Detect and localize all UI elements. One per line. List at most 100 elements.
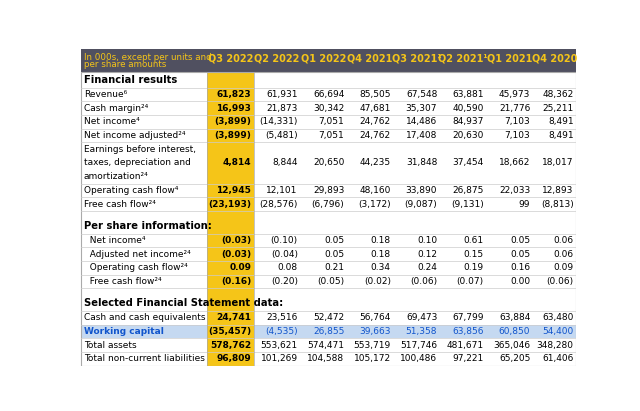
Text: 101,269: 101,269 [260, 354, 298, 363]
Text: 20,630: 20,630 [452, 131, 484, 140]
Text: 16,993: 16,993 [216, 104, 252, 113]
Text: 33,890: 33,890 [406, 186, 437, 195]
Text: 44,235: 44,235 [360, 159, 391, 168]
Text: 26,855: 26,855 [313, 327, 344, 336]
Text: (0.06): (0.06) [547, 277, 573, 286]
Text: 0.10: 0.10 [417, 236, 437, 245]
Text: amortization²⁴: amortization²⁴ [84, 172, 148, 181]
Text: 85,505: 85,505 [359, 90, 391, 99]
Text: 31,848: 31,848 [406, 159, 437, 168]
Bar [393, 72, 440, 366]
Text: 21,873: 21,873 [266, 104, 298, 113]
Text: 0.06: 0.06 [554, 249, 573, 259]
Text: (0.07): (0.07) [457, 277, 484, 286]
Text: 12,101: 12,101 [266, 186, 298, 195]
Text: 0.00: 0.00 [510, 277, 531, 286]
Bar [347, 325, 393, 338]
Text: Per share information:: Per share information: [84, 221, 212, 231]
Text: 18,662: 18,662 [499, 159, 531, 168]
Text: 24,762: 24,762 [360, 131, 391, 140]
Text: Free cash flow²⁴: Free cash flow²⁴ [84, 277, 161, 286]
Text: (9,087): (9,087) [404, 200, 437, 209]
Text: (9,131): (9,131) [451, 200, 484, 209]
Text: 0.21: 0.21 [324, 263, 344, 272]
Text: 578,762: 578,762 [210, 341, 252, 350]
Text: (0.03): (0.03) [221, 236, 252, 245]
Text: (5,481): (5,481) [265, 131, 298, 140]
Bar [81, 49, 576, 72]
Bar [532, 325, 576, 338]
Text: 97,221: 97,221 [452, 354, 484, 363]
Text: (0.10): (0.10) [271, 236, 298, 245]
Text: Revenue⁶: Revenue⁶ [84, 90, 127, 99]
Text: 17,408: 17,408 [406, 131, 437, 140]
Text: 105,172: 105,172 [354, 354, 391, 363]
Text: Q2 2022: Q2 2022 [254, 53, 300, 63]
Text: 0.15: 0.15 [463, 249, 484, 259]
Text: 0.05: 0.05 [324, 236, 344, 245]
Bar [440, 325, 486, 338]
Text: (0.16): (0.16) [221, 277, 252, 286]
Text: 60,850: 60,850 [499, 327, 531, 336]
Bar [486, 72, 532, 366]
Text: per share amounts: per share amounts [84, 60, 166, 69]
Text: (0.20): (0.20) [271, 277, 298, 286]
Bar [253, 325, 300, 338]
Text: 7,103: 7,103 [504, 117, 531, 126]
Text: 517,746: 517,746 [400, 341, 437, 350]
Text: Total non-current liabilities: Total non-current liabilities [84, 354, 205, 363]
Text: In 000s, except per units and: In 000s, except per units and [84, 53, 212, 62]
Bar [393, 325, 440, 338]
Text: 100,486: 100,486 [400, 354, 437, 363]
Text: 0.05: 0.05 [510, 236, 531, 245]
Text: 29,893: 29,893 [313, 186, 344, 195]
Text: 26,875: 26,875 [452, 186, 484, 195]
Text: 63,881: 63,881 [452, 90, 484, 99]
Text: 30,342: 30,342 [313, 104, 344, 113]
Text: Operating cash flow⁴: Operating cash flow⁴ [84, 186, 179, 195]
Text: 0.09: 0.09 [554, 263, 573, 272]
Text: 0.18: 0.18 [371, 249, 391, 259]
Text: (6,796): (6,796) [312, 200, 344, 209]
Text: (0.05): (0.05) [317, 277, 344, 286]
Text: 48,362: 48,362 [543, 90, 573, 99]
Text: 61,406: 61,406 [542, 354, 573, 363]
Text: 35,307: 35,307 [406, 104, 437, 113]
Text: 365,046: 365,046 [493, 341, 531, 350]
Text: Cash and cash equivalents: Cash and cash equivalents [84, 313, 205, 322]
Text: (0.02): (0.02) [364, 277, 391, 286]
Bar [81, 325, 207, 338]
Text: Q2 2021¹: Q2 2021¹ [438, 53, 488, 63]
Text: 45,973: 45,973 [499, 90, 531, 99]
Text: 25,211: 25,211 [543, 104, 573, 113]
Text: 12,945: 12,945 [216, 186, 252, 195]
Text: Cash margin²⁴: Cash margin²⁴ [84, 104, 148, 113]
Text: (8,813): (8,813) [541, 200, 573, 209]
Text: 39,663: 39,663 [359, 327, 391, 336]
Text: Free cash flow²⁴: Free cash flow²⁴ [84, 200, 156, 209]
Text: 0.08: 0.08 [278, 263, 298, 272]
Text: Total assets: Total assets [84, 341, 136, 350]
Text: 67,548: 67,548 [406, 90, 437, 99]
Text: 51,358: 51,358 [406, 327, 437, 336]
Text: 0.05: 0.05 [510, 249, 531, 259]
Text: taxes, depreciation and: taxes, depreciation and [84, 159, 191, 168]
Text: 18,017: 18,017 [542, 159, 573, 168]
Text: 65,205: 65,205 [499, 354, 531, 363]
Text: 54,400: 54,400 [543, 327, 573, 336]
Text: 553,621: 553,621 [260, 341, 298, 350]
Bar [300, 72, 347, 366]
Bar [486, 325, 532, 338]
Text: 574,471: 574,471 [307, 341, 344, 350]
Bar [300, 325, 347, 338]
Bar [207, 325, 253, 338]
Text: Q1 2022: Q1 2022 [301, 53, 346, 63]
Text: 69,473: 69,473 [406, 313, 437, 322]
Text: (3,899): (3,899) [214, 117, 252, 126]
Text: 0.24: 0.24 [417, 263, 437, 272]
Text: 0.19: 0.19 [463, 263, 484, 272]
Text: 0.16: 0.16 [510, 263, 531, 272]
Text: 37,454: 37,454 [452, 159, 484, 168]
Text: 56,764: 56,764 [360, 313, 391, 322]
Text: 40,590: 40,590 [452, 104, 484, 113]
